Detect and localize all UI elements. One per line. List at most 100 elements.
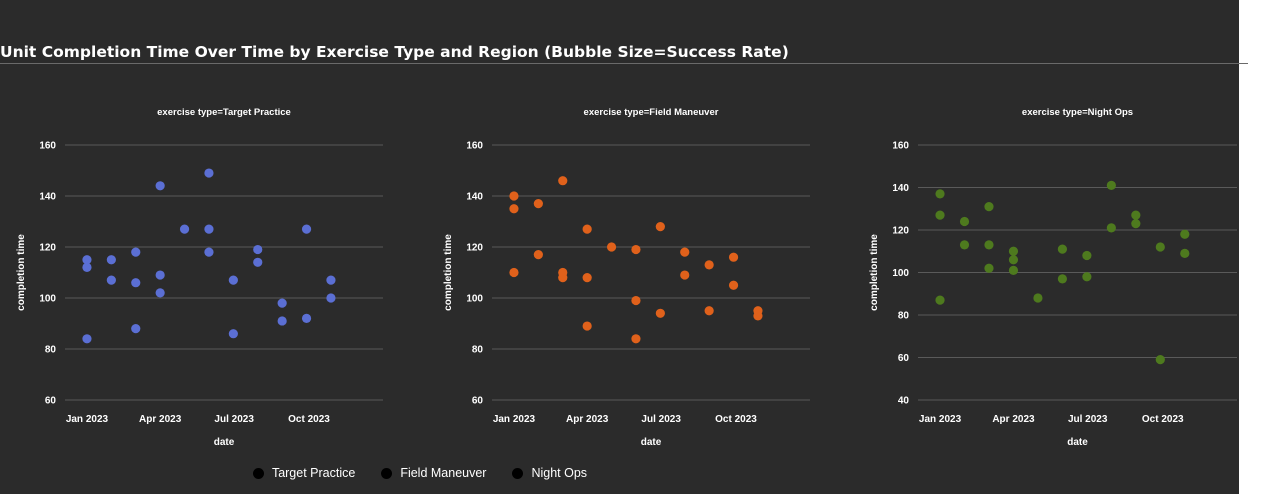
y-tick-label-night-ops-140: 140 (892, 183, 909, 194)
data-point-night-ops-6 (984, 240, 994, 250)
data-point-target-practice-6 (131, 278, 141, 288)
data-point-field-maneuver-4 (533, 199, 543, 209)
data-point-field-maneuver-0 (509, 267, 519, 278)
data-point-field-maneuver-20 (704, 260, 714, 270)
data-point-target-practice-13 (204, 224, 214, 234)
y-tick-label-field-maneuver-60: 60 (472, 396, 484, 407)
data-point-night-ops-16 (1106, 223, 1116, 233)
data-point-night-ops-0 (935, 295, 945, 305)
data-point-target-practice-15 (228, 329, 238, 339)
legend-label-field-maneuver: Field Maneuver (400, 466, 487, 480)
chart-title: Unit Completion Time Over Time by Exerci… (0, 43, 789, 61)
data-point-night-ops-10 (1008, 246, 1019, 256)
title-divider-overflow (1239, 63, 1248, 64)
data-point-field-maneuver-1 (509, 204, 519, 214)
x-tick-label-field-maneuver-3: Oct 2023 (715, 414, 757, 425)
y-tick-label-night-ops-100: 100 (892, 268, 909, 279)
data-point-target-practice-23 (326, 293, 336, 303)
data-point-field-maneuver-8 (582, 321, 592, 331)
data-point-night-ops-4 (959, 216, 970, 227)
y-tick-label-night-ops-160: 160 (892, 141, 909, 152)
data-point-night-ops-5 (984, 263, 994, 273)
legend-marker-night-ops (512, 467, 524, 479)
data-point-night-ops-14 (1082, 272, 1092, 282)
data-point-field-maneuver-13 (631, 295, 641, 306)
legend-item-target-practice[interactable]: Target Practice (252, 466, 355, 480)
legend-item-night-ops[interactable]: Night Ops (512, 466, 587, 480)
title-divider (0, 63, 1239, 64)
data-point-field-maneuver-3 (533, 250, 543, 260)
data-point-field-maneuver-17 (680, 270, 690, 280)
data-point-field-maneuver-15 (655, 308, 665, 318)
facet-title-field-maneuver: exercise type=Field Maneuver (584, 107, 719, 118)
y-tick-label-night-ops-60: 60 (898, 353, 910, 364)
data-point-field-maneuver-11 (606, 242, 617, 252)
legend: Target Practice Field Maneuver Night Ops (0, 466, 840, 480)
y-tick-label-target-practice-120: 120 (39, 243, 56, 254)
data-point-night-ops-1 (935, 210, 945, 220)
y-tick-label-target-practice-160: 160 (39, 141, 56, 152)
data-point-target-practice-12 (204, 247, 214, 257)
data-point-target-practice-0 (82, 334, 92, 344)
x-tick-label-target-practice-1: Apr 2023 (139, 414, 182, 425)
data-point-night-ops-7 (984, 202, 994, 212)
data-point-target-practice-22 (301, 224, 312, 234)
data-point-field-maneuver-6 (558, 267, 568, 278)
x-tick-label-night-ops-2: Jul 2023 (1068, 414, 1108, 425)
legend-marker-target-practice (252, 467, 264, 479)
data-point-target-practice-11 (179, 224, 190, 234)
legend-marker-field-maneuver (381, 467, 393, 479)
data-point-target-practice-4 (106, 255, 116, 265)
data-point-target-practice-14 (204, 168, 214, 178)
data-point-target-practice-19 (277, 316, 287, 326)
data-point-field-maneuver-24 (753, 306, 763, 316)
data-point-night-ops-12 (1057, 274, 1068, 284)
data-point-target-practice-5 (131, 324, 141, 334)
data-point-night-ops-20 (1155, 355, 1165, 365)
y-tick-label-field-maneuver-160: 160 (466, 141, 483, 152)
data-point-target-practice-24 (326, 275, 336, 285)
x-tick-label-field-maneuver-2: Jul 2023 (641, 414, 681, 425)
data-point-night-ops-19 (1131, 210, 1141, 220)
data-point-field-maneuver-12 (631, 334, 641, 344)
data-point-target-practice-17 (253, 257, 263, 267)
legend-label-night-ops: Night Ops (531, 466, 588, 480)
y-tick-label-target-practice-60: 60 (45, 396, 57, 407)
data-point-night-ops-3 (959, 240, 970, 250)
data-point-night-ops-2 (935, 189, 945, 199)
y-tick-label-night-ops-80: 80 (898, 311, 910, 322)
data-point-target-practice-20 (277, 298, 287, 308)
data-point-night-ops-9 (1008, 255, 1019, 265)
legend-item-field-maneuver[interactable]: Field Maneuver (381, 466, 486, 480)
data-point-target-practice-1 (82, 262, 92, 272)
x-tick-label-night-ops-0: Jan 2023 (919, 414, 962, 425)
data-point-night-ops-11 (1033, 293, 1043, 303)
data-point-field-maneuver-18 (680, 247, 690, 257)
data-point-field-maneuver-2 (509, 191, 519, 201)
y-tick-label-target-practice-100: 100 (39, 294, 56, 305)
y-tick-label-target-practice-80: 80 (45, 345, 57, 356)
data-point-night-ops-18 (1131, 219, 1141, 229)
data-point-field-maneuver-14 (631, 244, 641, 255)
data-point-target-practice-16 (228, 275, 238, 285)
x-tick-label-night-ops-3: Oct 2023 (1142, 414, 1184, 425)
data-point-target-practice-3 (106, 275, 116, 285)
data-point-night-ops-8 (1008, 265, 1019, 275)
x-tick-label-target-practice-0: Jan 2023 (66, 414, 109, 425)
data-point-night-ops-15 (1082, 250, 1092, 261)
y-axis-title-field-maneuver: completion time (443, 234, 454, 311)
data-point-field-maneuver-16 (655, 222, 665, 232)
data-point-field-maneuver-10 (582, 224, 592, 234)
data-point-night-ops-21 (1155, 242, 1165, 252)
y-tick-label-field-maneuver-120: 120 (466, 243, 483, 254)
x-axis-title-target-practice: date (214, 437, 235, 448)
x-tick-label-night-ops-1: Apr 2023 (992, 414, 1035, 425)
y-tick-label-night-ops-40: 40 (898, 396, 910, 407)
data-point-night-ops-23 (1180, 229, 1190, 239)
data-point-night-ops-13 (1057, 244, 1068, 254)
facet-title-night-ops: exercise type=Night Ops (1022, 107, 1133, 118)
y-tick-label-field-maneuver-100: 100 (466, 294, 483, 305)
data-point-target-practice-9 (155, 270, 165, 280)
data-point-field-maneuver-22 (728, 252, 739, 262)
